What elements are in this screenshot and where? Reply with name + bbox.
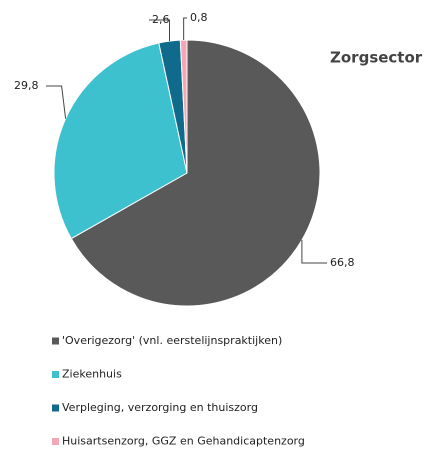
- legend-label: Huisartsenzorg, GGZ en Gehandicaptenzorg: [62, 435, 305, 448]
- legend-label: Verpleging, verzorging en thuiszorg: [62, 401, 258, 414]
- leader-line: [149, 19, 171, 42]
- chart-title: Zorgsector: [330, 49, 423, 67]
- leader-line: [46, 85, 67, 119]
- legend-swatch: [52, 438, 59, 445]
- data-label: 0,8: [190, 11, 208, 24]
- data-label: 66,8: [330, 256, 355, 269]
- legend-swatch: [52, 404, 59, 412]
- leader-line: [301, 239, 327, 264]
- legend-label: Ziekenhuis: [62, 368, 122, 381]
- data-label: 29,8: [14, 79, 39, 92]
- data-label: 2,6: [152, 13, 170, 26]
- pie-slice: [53, 42, 188, 240]
- leader-line: [183, 17, 187, 41]
- pie-slice: [179, 39, 188, 174]
- legend-swatch: [52, 371, 59, 378]
- legend-swatch: [52, 337, 59, 345]
- pie-slice: [70, 39, 321, 307]
- legend-label: 'Overigezorg' (vnl. eerstelijnspraktijke…: [62, 334, 282, 347]
